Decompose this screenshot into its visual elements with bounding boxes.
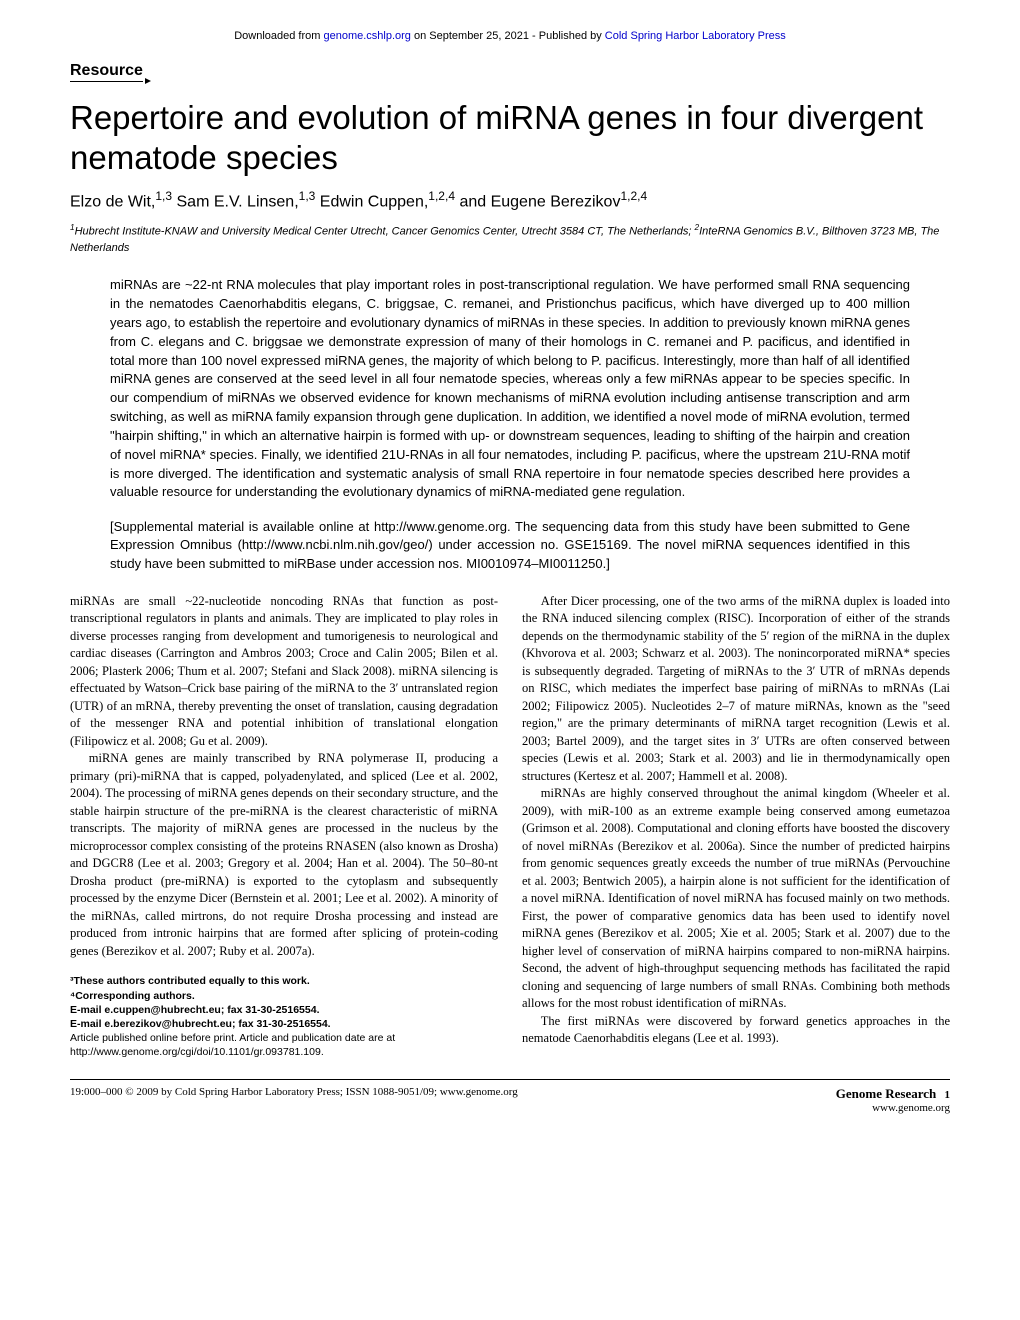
download-link-2[interactable]: Cold Spring Harbor Laboratory Press bbox=[605, 30, 786, 42]
footnote-4: ⁴Corresponding authors. bbox=[70, 989, 498, 1003]
download-prefix: Downloaded from bbox=[234, 30, 323, 42]
download-header: Downloaded from genome.cshlp.org on Sept… bbox=[70, 30, 950, 42]
body-para-4: miRNAs are highly conserved throughout t… bbox=[522, 785, 950, 1013]
footer-rule: 19:000–000 © 2009 by Cold Spring Harbor … bbox=[70, 1079, 950, 1114]
footer-left: 19:000–000 © 2009 by Cold Spring Harbor … bbox=[70, 1086, 518, 1114]
affiliations: 1Hubrecht Institute-KNAW and University … bbox=[70, 222, 950, 257]
footer-right: Genome Research 1 www.genome.org bbox=[836, 1086, 950, 1114]
footer-url: www.genome.org bbox=[872, 1102, 950, 1114]
body-text: miRNAs are small ~22-nucleotide noncodin… bbox=[70, 593, 950, 1060]
footnote-3: ³These authors contributed equally to th… bbox=[70, 974, 498, 988]
footnote-email-2: E-mail e.berezikov@hubrecht.eu; fax 31-3… bbox=[70, 1017, 498, 1031]
body-para-1: miRNAs are small ~22-nucleotide noncodin… bbox=[70, 593, 498, 751]
body-para-3: After Dicer processing, one of the two a… bbox=[522, 593, 950, 786]
footer-journal: Genome Research bbox=[836, 1086, 936, 1101]
footer-page: 1 bbox=[945, 1089, 951, 1101]
authors: Elzo de Wit,1,3 Sam E.V. Linsen,1,3 Edwi… bbox=[70, 189, 950, 211]
supplemental-note: [Supplemental material is available onli… bbox=[110, 518, 910, 573]
body-para-5: The first miRNAs were discovered by forw… bbox=[522, 1013, 950, 1048]
article-title: Repertoire and evolution of miRNA genes … bbox=[70, 98, 950, 177]
section-label: Resource bbox=[70, 62, 143, 82]
footer: 19:000–000 © 2009 by Cold Spring Harbor … bbox=[70, 1086, 950, 1114]
body-para-2: miRNA genes are mainly transcribed by RN… bbox=[70, 750, 498, 960]
download-middle: on September 25, 2021 - Published by bbox=[411, 30, 605, 42]
page-container: Downloaded from genome.cshlp.org on Sept… bbox=[0, 0, 1020, 1154]
footnote-article-info: Article published online before print. A… bbox=[70, 1031, 498, 1059]
download-link-1[interactable]: genome.cshlp.org bbox=[323, 30, 410, 42]
section-label-wrap: Resource bbox=[70, 62, 950, 82]
footnote-email-1: E-mail e.cuppen@hubrecht.eu; fax 31-30-2… bbox=[70, 1003, 498, 1017]
abstract: miRNAs are ~22-nt RNA molecules that pla… bbox=[110, 276, 910, 502]
footnotes: ³These authors contributed equally to th… bbox=[70, 974, 498, 1059]
